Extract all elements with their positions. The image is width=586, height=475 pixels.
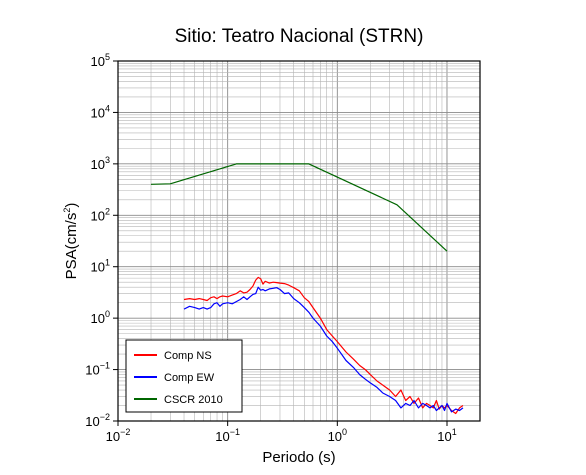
x-tick-label: 10−2 xyxy=(106,427,131,444)
y-tick-label: 10−2 xyxy=(85,412,110,429)
legend-label-comp-ns: Comp NS xyxy=(164,350,212,362)
y-tick-label: 100 xyxy=(91,309,110,326)
y-tick-label: 101 xyxy=(91,258,110,275)
y-tick-label: 10−1 xyxy=(85,361,110,378)
series-lines xyxy=(150,163,464,415)
y-axis-ticks: 10−2 10−1 100 101 102 103 104 105 xyxy=(85,52,118,429)
y-tick-label: 103 xyxy=(91,155,110,172)
y-axis-label-base: PSA(cm/s xyxy=(63,213,80,280)
x-tick-label: 101 xyxy=(437,427,456,444)
plot-frame xyxy=(117,60,481,422)
legend-label-comp-ew: Comp EW xyxy=(164,372,215,384)
y-tick-label: 102 xyxy=(91,206,110,223)
series-line-cscr-2010 xyxy=(150,163,448,252)
y-axis-label: PSA(cm/s2) xyxy=(62,203,80,280)
chart-title: Sitio: Teatro Nacional (STRN) xyxy=(175,26,424,47)
y-tick-label: 104 xyxy=(91,103,110,120)
legend-label-cscr-2010: CSCR 2010 xyxy=(164,394,223,406)
y-axis-label-exponent: 2 xyxy=(62,208,72,213)
x-tick-label: 10−1 xyxy=(215,427,240,444)
y-tick-label: 105 xyxy=(91,52,110,69)
x-axis-label: Periodo (s) xyxy=(262,449,335,466)
x-tick-label: 100 xyxy=(328,427,347,444)
series-line-comp-ew xyxy=(183,286,464,413)
y-axis-label-end: ) xyxy=(63,203,80,208)
legend: Comp NS Comp EW CSCR 2010 xyxy=(125,339,243,413)
x-axis-ticks: 10−2 10−1 100 101 xyxy=(106,421,457,444)
series-line-comp-ns xyxy=(183,276,464,415)
